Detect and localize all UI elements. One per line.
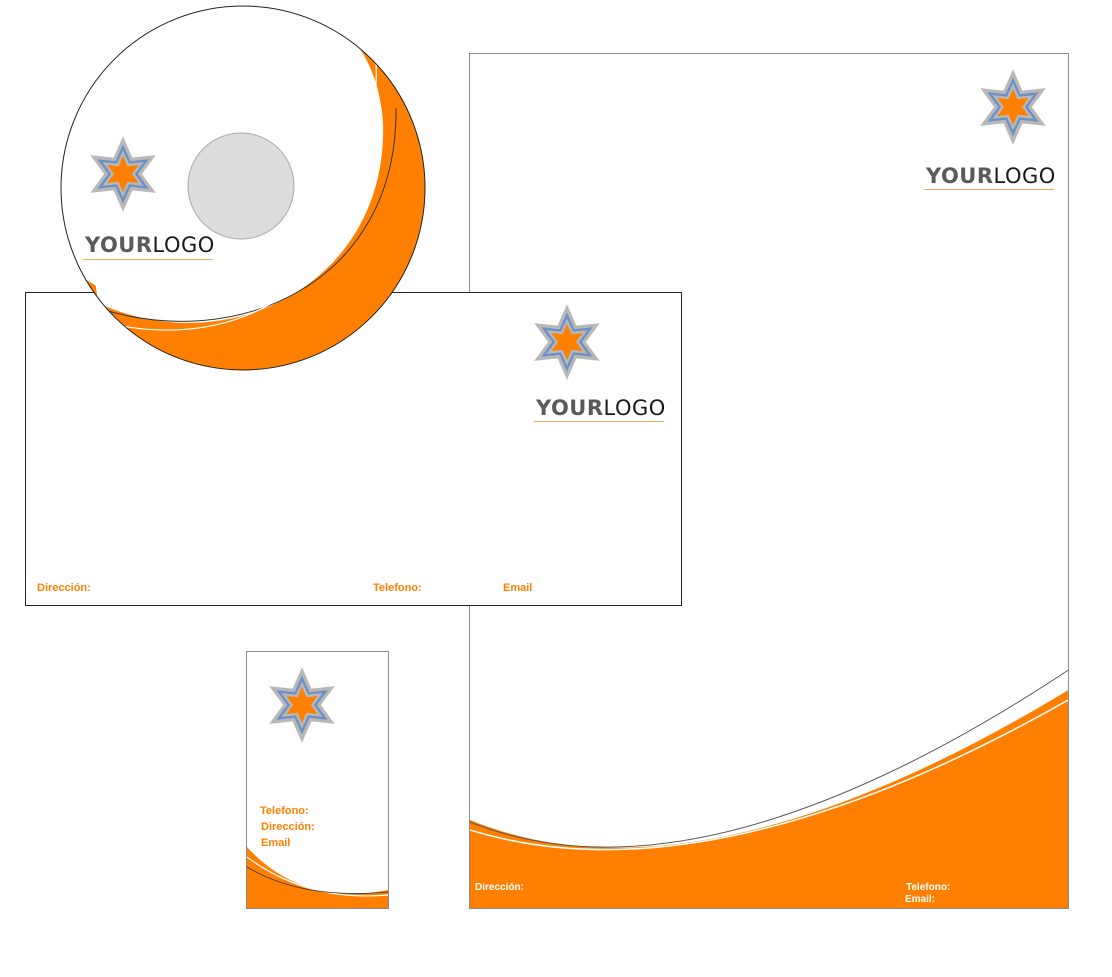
envelope-phone-label: Telefono: — [373, 582, 422, 594]
card-phone-label: Telefono: — [260, 805, 309, 817]
logo-word-your: YOUR — [926, 164, 994, 188]
letterhead-email-label: Email: — [905, 894, 936, 905]
logo-star-icon — [261, 660, 343, 750]
cd-artwork — [60, 5, 426, 371]
envelope-email-label: Email — [503, 582, 533, 594]
business-card: Telefono: Dirección: Email — [246, 651, 389, 909]
logo-star-icon — [82, 133, 164, 215]
letterhead-address-label: Dirección: — [475, 882, 524, 893]
logo-word-logo: LOGO — [993, 164, 1056, 188]
card-email-label: Email — [261, 837, 291, 849]
logo-star-icon — [526, 301, 608, 383]
card-orange-swoosh — [247, 847, 388, 908]
logo-underline — [924, 189, 1054, 190]
envelope-address-label: Dirección: — [37, 582, 91, 594]
card-address-label: Dirección: — [261, 821, 315, 833]
logo-underline — [83, 259, 213, 260]
logo-word-your: YOUR — [536, 396, 604, 420]
logo-wordmark: YOURLOGO — [926, 164, 1056, 188]
logo-word-logo: LOGO — [603, 396, 666, 420]
logo-wordmark: YOURLOGO — [85, 233, 215, 257]
cd-disc: YOURLOGO — [58, 3, 428, 373]
logo-underline — [534, 421, 664, 422]
letterhead-phone-label: Telefono: — [906, 882, 951, 893]
logo-star-icon — [972, 66, 1054, 148]
cd-center-hole — [187, 132, 295, 240]
letterhead-orange-swoosh — [470, 669, 1068, 908]
logo-word-your: YOUR — [85, 233, 153, 257]
logo-word-logo: LOGO — [152, 233, 215, 257]
logo-wordmark: YOURLOGO — [536, 396, 666, 420]
